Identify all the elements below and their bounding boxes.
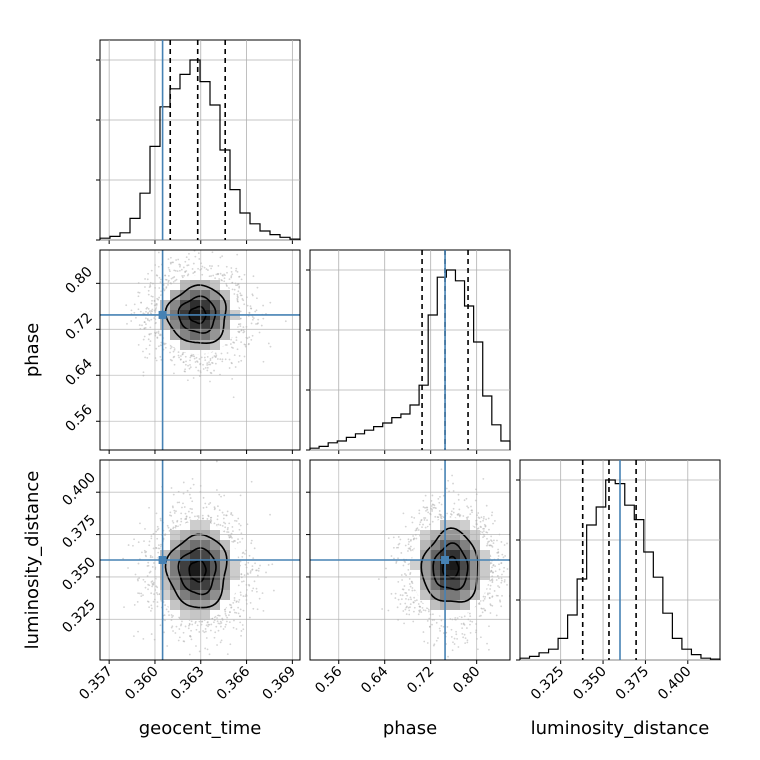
xtick-label-geocent-time: 0.366: [214, 663, 254, 703]
xlabel-phase: phase: [383, 718, 437, 739]
xtick-label-phase: 0.80: [450, 664, 483, 697]
panel-2d-phase-vs-geocent-time: [96, 249, 301, 454]
panel-2d-luminosity-distance-vs-geocent-time: [96, 459, 301, 664]
truth-marker: [158, 310, 167, 319]
axes-frame: [309, 249, 511, 451]
xlabel-luminosity-distance: luminosity_distance: [531, 718, 710, 739]
panel-hist-geocent-time: [96, 39, 301, 244]
ylabel-phase: phase: [22, 323, 43, 377]
ytick-label-phase: 0.56: [62, 402, 95, 435]
ytick-label-luminosity-distance: 0.375: [59, 512, 99, 552]
xtick-label-luminosity-distance: 0.400: [655, 664, 695, 704]
ytick-label-phase: 0.64: [62, 356, 95, 389]
xlabel-geocent-time: geocent_time: [139, 718, 262, 739]
contour-level-2: [164, 533, 228, 609]
histogram-geocent-time: [99, 59, 301, 240]
xtick-label-geocent-time: 0.363: [168, 664, 208, 704]
xtick-label-geocent-time: 0.360: [122, 664, 162, 704]
xtick-label-phase: 0.72: [404, 664, 437, 697]
xtick-label-luminosity-distance: 0.350: [570, 664, 610, 704]
truth-marker: [441, 556, 450, 564]
truth-marker: [158, 556, 167, 564]
contour-level-0: [188, 559, 207, 583]
xtick-label-geocent-time: 0.369: [260, 664, 300, 704]
axes-frame: [99, 249, 301, 451]
panel-hist-luminosity-distance: [516, 459, 721, 664]
xtick-label-luminosity-distance: 0.325: [528, 664, 568, 704]
histogram-phase: [309, 269, 511, 450]
xtick-label-luminosity-distance: 0.375: [613, 664, 653, 704]
axes-frame: [99, 459, 301, 661]
xtick-label-phase: 0.56: [312, 663, 345, 696]
xtick-label-geocent-time: 0.357: [76, 664, 116, 704]
contour-level-1: [432, 542, 469, 591]
ytick-label-luminosity-distance: 0.400: [59, 470, 99, 510]
ylabel-luminosity-distance: luminosity_distance: [22, 471, 43, 650]
ytick-label-phase: 0.80: [62, 264, 95, 297]
panel-2d-luminosity-distance-vs-phase: [306, 459, 511, 664]
panel-hist-phase: [306, 249, 511, 454]
axes-frame: [309, 459, 511, 661]
xtick-label-phase: 0.64: [358, 663, 391, 696]
contour-level-1: [177, 547, 217, 596]
density-layer: [122, 460, 275, 656]
contour-level-2: [420, 527, 479, 603]
ytick-label-luminosity-distance: 0.350: [59, 554, 99, 594]
density-layer: [377, 468, 510, 658]
ytick-label-phase: 0.72: [62, 310, 95, 343]
density-layer: [125, 250, 287, 399]
ytick-label-luminosity-distance: 0.325: [59, 597, 99, 637]
